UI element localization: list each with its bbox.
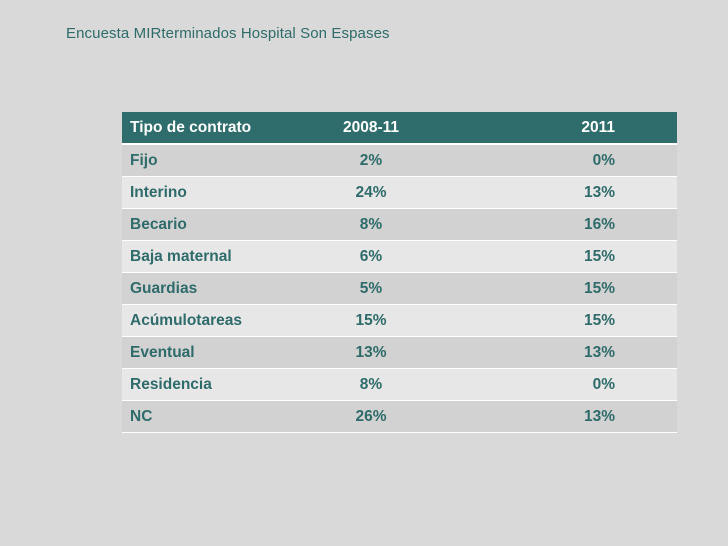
row-label: Eventual: [122, 336, 291, 369]
table-row: NC 26% 13%: [122, 400, 677, 433]
header-year-2011: 2011: [451, 112, 677, 145]
row-label: Fijo: [122, 144, 291, 177]
row-value-2011: 0%: [451, 368, 677, 401]
row-value-2008-11: 8%: [291, 368, 451, 401]
row-value-2008-11: 26%: [291, 400, 451, 433]
row-value-2011: 13%: [451, 176, 677, 209]
table-row: Becario 8% 16%: [122, 208, 677, 241]
table-row: Baja maternal 6% 15%: [122, 240, 677, 273]
row-label: Becario: [122, 208, 291, 241]
row-value-2008-11: 15%: [291, 304, 451, 337]
row-value-2008-11: 13%: [291, 336, 451, 369]
row-value-2008-11: 5%: [291, 272, 451, 305]
row-value-2008-11: 24%: [291, 176, 451, 209]
row-label: Guardias: [122, 272, 291, 305]
header-contract-type: Tipo de contrato: [122, 112, 291, 145]
row-value-2011: 16%: [451, 208, 677, 241]
table-row: Eventual 13% 13%: [122, 336, 677, 369]
row-value-2008-11: 8%: [291, 208, 451, 241]
header-period-2008-11: 2008-11: [291, 112, 451, 145]
row-value-2011: 13%: [451, 336, 677, 369]
table-header-row: Tipo de contrato 2008-11 2011: [122, 112, 677, 145]
row-value-2011: 15%: [451, 272, 677, 305]
row-value-2011: 15%: [451, 240, 677, 273]
row-value-2008-11: 6%: [291, 240, 451, 273]
row-label: Acúmulotareas: [122, 304, 291, 337]
slide-title: Encuesta MIRterminados Hospital Son Espa…: [66, 25, 390, 42]
table-row: Guardias 5% 15%: [122, 272, 677, 305]
contract-type-table: Tipo de contrato 2008-11 2011 Fijo 2% 0%…: [122, 112, 677, 433]
row-label: Interino: [122, 176, 291, 209]
row-value-2011: 0%: [451, 144, 677, 177]
row-value-2011: 15%: [451, 304, 677, 337]
row-value-2011: 13%: [451, 400, 677, 433]
table-row: Acúmulotareas 15% 15%: [122, 304, 677, 337]
table-row: Residencia 8% 0%: [122, 368, 677, 401]
row-label: Baja maternal: [122, 240, 291, 273]
row-value-2008-11: 2%: [291, 144, 451, 177]
row-label: NC: [122, 400, 291, 433]
row-label: Residencia: [122, 368, 291, 401]
table-row: Interino 24% 13%: [122, 176, 677, 209]
table-row: Fijo 2% 0%: [122, 144, 677, 177]
